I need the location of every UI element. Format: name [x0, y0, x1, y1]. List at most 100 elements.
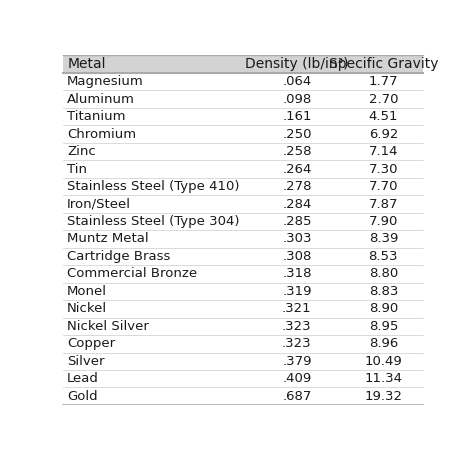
- Text: 8.96: 8.96: [369, 337, 398, 350]
- Text: 7.87: 7.87: [369, 197, 398, 211]
- Text: Tin: Tin: [67, 162, 87, 176]
- Bar: [250, 230, 344, 248]
- Text: Lead: Lead: [67, 372, 99, 385]
- Text: Titanium: Titanium: [67, 110, 126, 123]
- Text: Muntz Metal: Muntz Metal: [67, 233, 149, 245]
- Text: Silver: Silver: [67, 355, 105, 368]
- Text: Metal: Metal: [67, 57, 106, 71]
- Bar: [250, 335, 344, 353]
- Text: .161: .161: [282, 110, 312, 123]
- Bar: [250, 160, 344, 178]
- Text: .303: .303: [282, 233, 312, 245]
- Text: .264: .264: [282, 162, 311, 176]
- Bar: [344, 108, 423, 126]
- Text: Stainless Steel (Type 304): Stainless Steel (Type 304): [67, 215, 240, 228]
- Text: 8.95: 8.95: [369, 320, 398, 333]
- Text: Density (lb/in³): Density (lb/in³): [245, 57, 349, 71]
- Bar: [250, 265, 344, 283]
- Bar: [344, 126, 423, 143]
- Text: Specific Gravity: Specific Gravity: [328, 57, 438, 71]
- Text: .379: .379: [282, 355, 312, 368]
- Bar: [63, 265, 250, 283]
- Bar: [250, 283, 344, 300]
- Bar: [250, 248, 344, 265]
- Bar: [63, 160, 250, 178]
- Bar: [63, 55, 250, 73]
- Bar: [63, 248, 250, 265]
- Bar: [250, 55, 344, 73]
- Text: Aluminum: Aluminum: [67, 93, 135, 106]
- Bar: [250, 108, 344, 126]
- Bar: [63, 91, 250, 108]
- Bar: [63, 178, 250, 195]
- Text: Cartridge Brass: Cartridge Brass: [67, 250, 171, 263]
- Text: 7.70: 7.70: [369, 180, 398, 193]
- Bar: [344, 73, 423, 91]
- Bar: [344, 178, 423, 195]
- Bar: [250, 178, 344, 195]
- Bar: [344, 318, 423, 335]
- Text: 1.77: 1.77: [368, 75, 398, 88]
- Bar: [344, 370, 423, 388]
- Bar: [344, 353, 423, 370]
- Text: 6.92: 6.92: [369, 128, 398, 141]
- Bar: [250, 195, 344, 213]
- Text: Zinc: Zinc: [67, 145, 96, 158]
- Text: .308: .308: [282, 250, 311, 263]
- Bar: [63, 126, 250, 143]
- Bar: [250, 370, 344, 388]
- Bar: [344, 55, 423, 73]
- Text: .098: .098: [283, 93, 311, 106]
- Bar: [63, 143, 250, 160]
- Text: 8.80: 8.80: [369, 268, 398, 280]
- Text: .321: .321: [282, 303, 312, 315]
- Text: .319: .319: [282, 285, 312, 298]
- Bar: [63, 388, 250, 405]
- Bar: [344, 91, 423, 108]
- Bar: [63, 213, 250, 230]
- Bar: [63, 318, 250, 335]
- Text: 7.90: 7.90: [369, 215, 398, 228]
- Bar: [63, 283, 250, 300]
- Bar: [250, 73, 344, 91]
- Text: 10.49: 10.49: [365, 355, 402, 368]
- Bar: [63, 335, 250, 353]
- Bar: [344, 283, 423, 300]
- Text: Gold: Gold: [67, 390, 98, 403]
- Bar: [250, 353, 344, 370]
- Text: .285: .285: [282, 215, 312, 228]
- Bar: [63, 108, 250, 126]
- Text: 2.70: 2.70: [369, 93, 398, 106]
- Text: Nickel: Nickel: [67, 303, 108, 315]
- Bar: [63, 300, 250, 318]
- Bar: [250, 143, 344, 160]
- Bar: [250, 126, 344, 143]
- Text: .284: .284: [282, 197, 311, 211]
- Bar: [344, 230, 423, 248]
- Text: Stainless Steel (Type 410): Stainless Steel (Type 410): [67, 180, 240, 193]
- Text: 7.30: 7.30: [369, 162, 398, 176]
- Text: .409: .409: [283, 372, 311, 385]
- Text: 8.90: 8.90: [369, 303, 398, 315]
- Bar: [344, 265, 423, 283]
- Bar: [250, 300, 344, 318]
- Text: .323: .323: [282, 337, 312, 350]
- Text: .687: .687: [282, 390, 311, 403]
- Bar: [63, 73, 250, 91]
- Text: Magnesium: Magnesium: [67, 75, 144, 88]
- Text: .323: .323: [282, 320, 312, 333]
- Text: .258: .258: [282, 145, 312, 158]
- Text: 7.14: 7.14: [369, 145, 398, 158]
- Text: Commercial Bronze: Commercial Bronze: [67, 268, 197, 280]
- Bar: [250, 91, 344, 108]
- Bar: [344, 248, 423, 265]
- Bar: [344, 143, 423, 160]
- Text: 8.83: 8.83: [369, 285, 398, 298]
- Text: .064: .064: [283, 75, 311, 88]
- Text: Chromium: Chromium: [67, 128, 137, 141]
- Text: 4.51: 4.51: [369, 110, 398, 123]
- Text: .318: .318: [282, 268, 312, 280]
- Bar: [250, 213, 344, 230]
- Bar: [63, 370, 250, 388]
- Bar: [344, 160, 423, 178]
